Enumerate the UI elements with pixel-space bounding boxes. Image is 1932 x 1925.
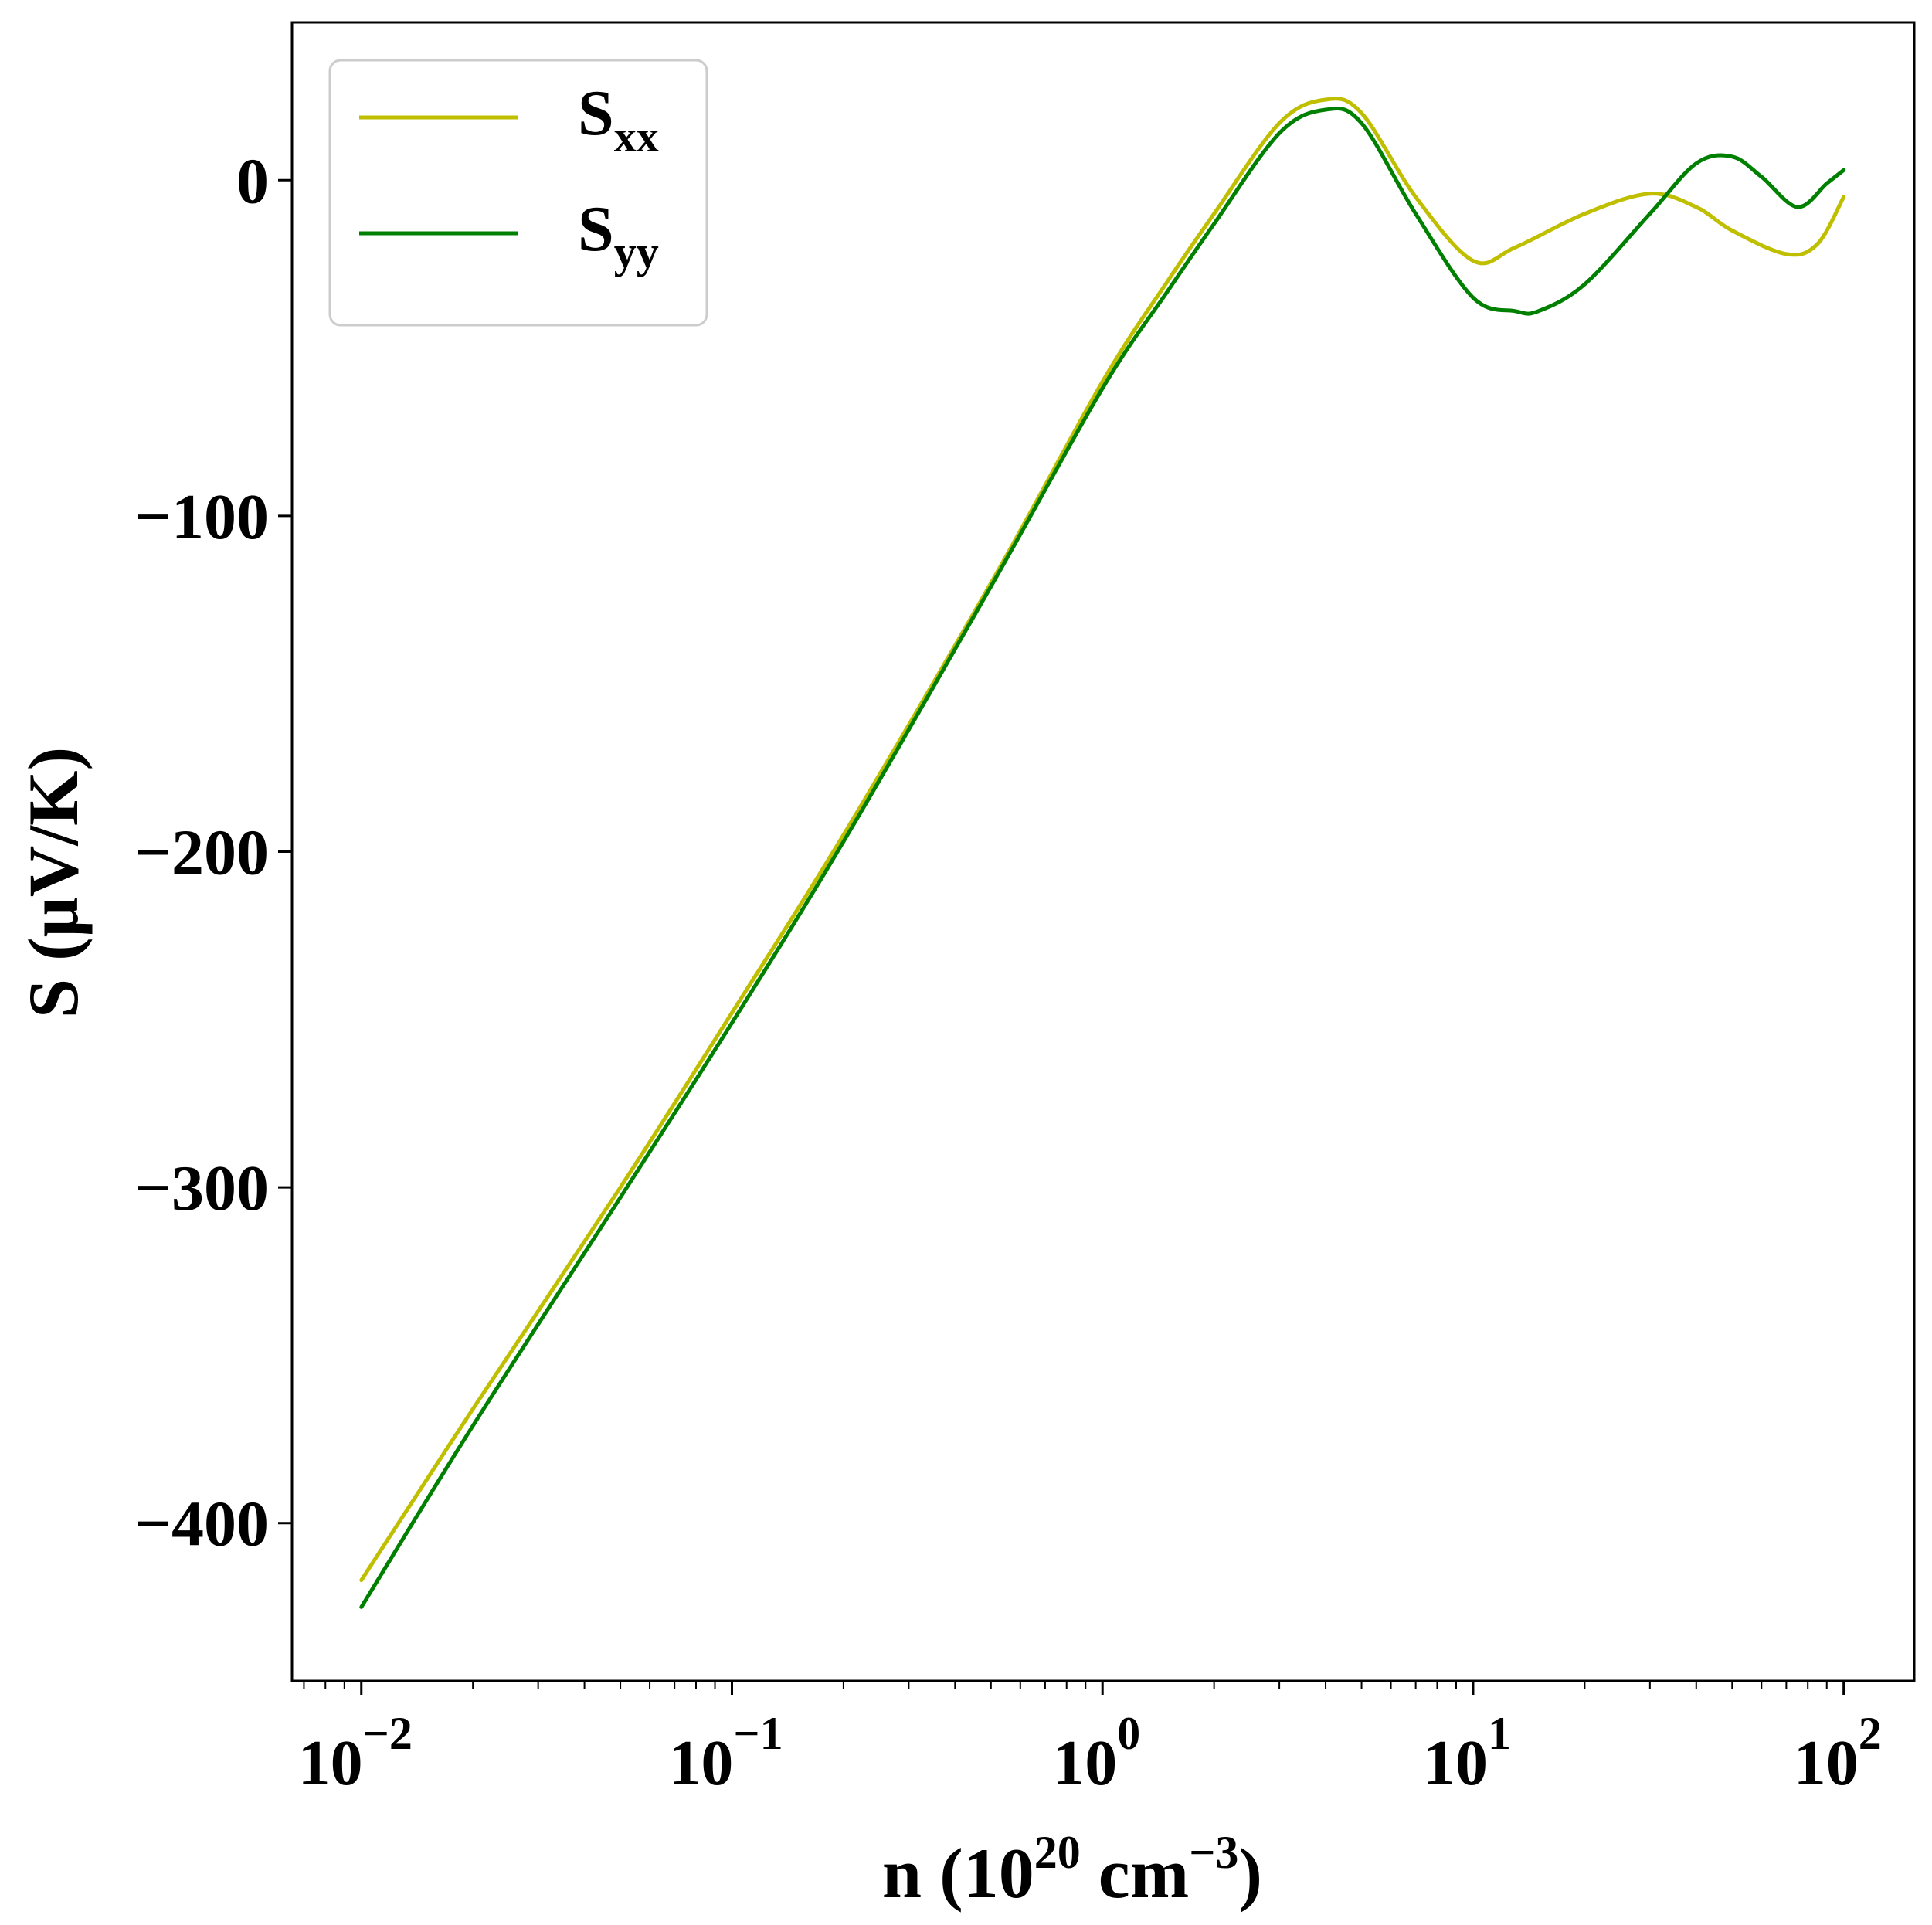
legend-label-sxx-main: S	[578, 77, 614, 149]
x-tick-label: 101	[1423, 1708, 1511, 1799]
x-tick-label-base: 10	[668, 1727, 733, 1799]
x-tick-label-base: 10	[1423, 1727, 1488, 1799]
y-tick-label: −200	[134, 817, 269, 889]
x-axis-label-end: )	[1238, 1834, 1262, 1913]
x-axis-label-mid: cm	[1081, 1834, 1189, 1913]
series-syy	[359, 107, 1846, 1609]
series-line-sxx	[359, 97, 1846, 1583]
x-tick-label: 10−2	[298, 1708, 413, 1799]
legend: Sxx Syy	[328, 59, 708, 327]
x-tick-label-exp: 2	[1859, 1708, 1882, 1759]
x-tick-label: 10−1	[668, 1708, 783, 1799]
legend-label-syy: Syy	[578, 193, 659, 277]
x-tick-label-base: 10	[1052, 1727, 1117, 1799]
legend-box	[328, 59, 708, 327]
series-sxx	[359, 97, 1846, 1583]
legend-label-syy-sub: yy	[614, 227, 659, 277]
x-axis-label-exp1: 20	[1034, 1827, 1081, 1878]
x-axis-ticks: 10−2 10−1 100 101 102	[298, 1681, 1882, 1799]
x-tick-label-base: 10	[1794, 1727, 1859, 1799]
x-tick-label-exp: −1	[733, 1708, 783, 1759]
y-tick-label: −400	[134, 1489, 269, 1560]
y-axis-ticks: 0 −100 −200 −300 −400	[134, 145, 292, 1560]
x-axis-label-exp2: −3	[1189, 1827, 1238, 1878]
x-axis-label-base: n (10	[882, 1834, 1034, 1913]
y-axis-label: S (μV/K)	[14, 747, 93, 1018]
series-line-syy	[359, 107, 1846, 1609]
x-tick-label: 100	[1052, 1708, 1140, 1799]
plot-lines	[359, 97, 1846, 1609]
x-axis-label: n (1020 cm−3)	[882, 1827, 1262, 1913]
y-tick-label: −100	[134, 481, 269, 553]
x-tick-label-exp: −2	[363, 1708, 413, 1759]
x-tick-label-exp: 0	[1117, 1708, 1140, 1759]
x-tick-label-exp: 1	[1488, 1708, 1511, 1759]
legend-label-syy-main: S	[578, 193, 614, 265]
y-tick-label: 0	[236, 145, 269, 217]
legend-label-sxx-sub: xx	[614, 111, 659, 161]
legend-label-sxx: Sxx	[578, 77, 659, 161]
y-tick-label: −300	[134, 1153, 269, 1224]
x-tick-label: 102	[1794, 1708, 1882, 1799]
x-tick-label-base: 10	[298, 1727, 363, 1799]
